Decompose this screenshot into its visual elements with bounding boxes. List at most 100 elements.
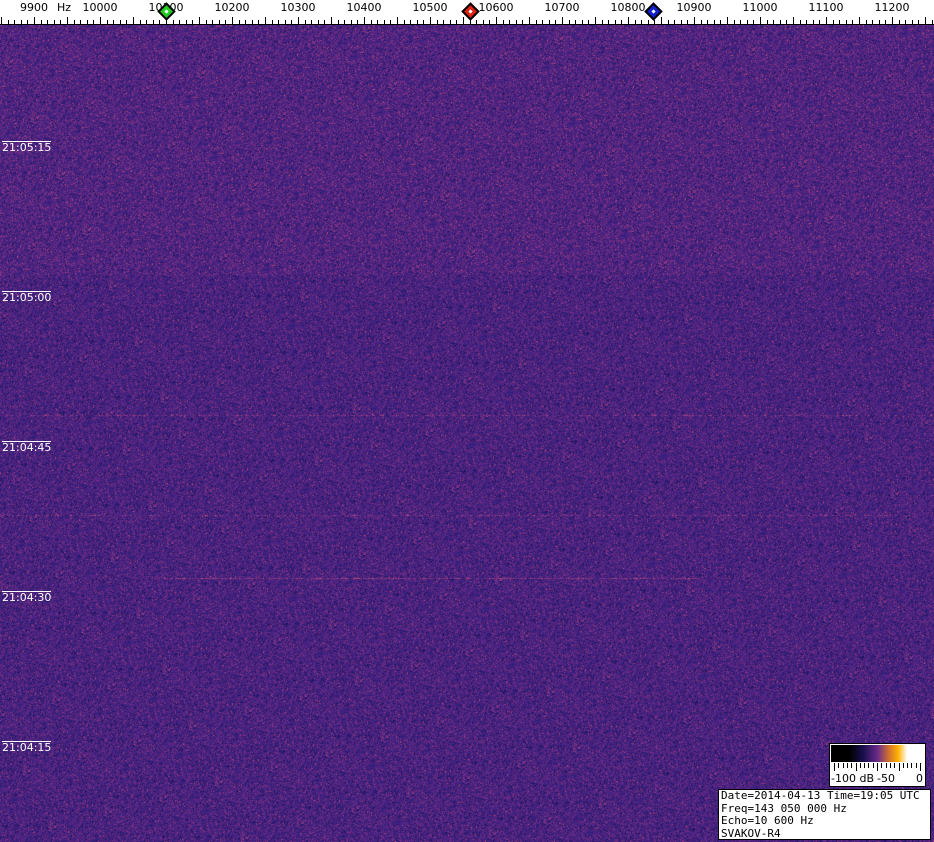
frequency-label: 10200 — [214, 1, 250, 14]
frequency-tick — [727, 17, 728, 25]
frequency-tick — [258, 20, 259, 25]
frequency-label: 10900 — [676, 1, 712, 14]
frequency-tick — [272, 20, 273, 25]
time-label: 21:04:30 — [2, 591, 52, 604]
time-label: 21:04:15 — [2, 741, 52, 754]
frequency-tick — [522, 20, 523, 25]
frequency-tick — [786, 20, 787, 25]
frequency-label: 10700 — [544, 1, 580, 14]
frequency-tick — [575, 20, 576, 25]
frequency-tick — [120, 20, 121, 25]
frequency-tick — [140, 20, 141, 25]
frequency-tick — [542, 20, 543, 25]
frequency-tick — [351, 20, 352, 25]
frequency-tick — [687, 20, 688, 25]
frequency-tick — [899, 20, 900, 25]
frequency-tick — [852, 20, 853, 25]
frequency-tick — [819, 20, 820, 25]
frequency-tick — [608, 20, 609, 25]
frequency-unit: Hz — [56, 1, 72, 14]
frequency-label: 10600 — [478, 1, 514, 14]
frequency-tick — [714, 20, 715, 25]
frequency-tick — [773, 20, 774, 25]
frequency-tick — [932, 20, 933, 25]
frequency-label: 9900 — [20, 1, 48, 14]
frequency-tick — [813, 20, 814, 25]
info-echo: Echo=10 600 Hz — [721, 814, 814, 827]
frequency-tick — [734, 20, 735, 25]
frequency-tick — [846, 20, 847, 25]
frequency-tick — [885, 20, 886, 25]
frequency-tick — [463, 17, 464, 25]
frequency-tick — [34, 17, 35, 25]
frequency-tick — [648, 20, 649, 25]
frequency-tick — [839, 20, 840, 25]
time-label: 21:05:15 — [2, 141, 52, 154]
frequency-tick — [437, 20, 438, 25]
frequency-tick — [126, 20, 127, 25]
frequency-tick — [516, 20, 517, 25]
legend-min-label: -100 dB — [831, 772, 874, 785]
frequency-tick — [483, 20, 484, 25]
frequency-tick — [344, 20, 345, 25]
frequency-tick — [74, 20, 75, 25]
frequency-tick — [595, 17, 596, 25]
frequency-tick — [93, 20, 94, 25]
frequency-tick — [925, 17, 926, 25]
frequency-tick — [740, 20, 741, 25]
frequency-tick — [179, 20, 180, 25]
frequency-tick — [357, 20, 358, 25]
frequency-tick — [159, 20, 160, 25]
frequency-tick — [212, 20, 213, 25]
frequency-tick — [87, 20, 88, 25]
frequency-tick — [509, 20, 510, 25]
frequency-label: 10000 — [82, 1, 118, 14]
frequency-tick — [232, 17, 233, 25]
frequency-tick — [324, 20, 325, 25]
frequency-tick — [192, 20, 193, 25]
frequency-tick — [133, 17, 134, 25]
frequency-label: 10800 — [610, 1, 646, 14]
frequency-tick — [476, 20, 477, 25]
frequency-tick — [305, 20, 306, 25]
frequency-tick — [503, 20, 504, 25]
frequency-tick — [384, 20, 385, 25]
frequency-label: 11200 — [874, 1, 910, 14]
frequency-tick — [654, 20, 655, 25]
frequency-tick — [278, 20, 279, 25]
frequency-tick — [747, 20, 748, 25]
frequency-tick — [404, 20, 405, 25]
frequency-tick — [318, 20, 319, 25]
frequency-tick — [364, 17, 365, 25]
frequency-tick — [265, 17, 266, 25]
frequency-tick — [390, 20, 391, 25]
frequency-tick — [588, 20, 589, 25]
frequency-tick — [331, 17, 332, 25]
frequency-tick — [918, 20, 919, 25]
frequency-label: 11100 — [808, 1, 844, 14]
info-box: Date=2014-04-13 Time=19:05 UTC Freq=143 … — [718, 789, 931, 840]
frequency-tick — [54, 20, 55, 25]
frequency-tick — [555, 20, 556, 25]
frequency-tick — [245, 20, 246, 25]
frequency-tick — [866, 20, 867, 25]
frequency-tick — [582, 20, 583, 25]
frequency-tick — [371, 20, 372, 25]
frequency-tick — [107, 20, 108, 25]
frequency-tick — [674, 20, 675, 25]
time-label: 21:05:00 — [2, 291, 52, 304]
frequency-tick — [833, 20, 834, 25]
legend-mid-label: -50 — [877, 772, 895, 785]
frequency-label: 11000 — [742, 1, 778, 14]
frequency-marker[interactable] — [644, 2, 663, 21]
frequency-tick — [760, 17, 761, 25]
frequency-tick — [489, 20, 490, 25]
frequency-tick — [146, 20, 147, 25]
frequency-tick — [252, 20, 253, 25]
color-scale-legend: -100 dB -50 0 — [829, 743, 926, 787]
frequency-tick — [800, 20, 801, 25]
frequency-tick — [100, 17, 101, 25]
frequency-tick — [569, 20, 570, 25]
frequency-tick — [872, 20, 873, 25]
